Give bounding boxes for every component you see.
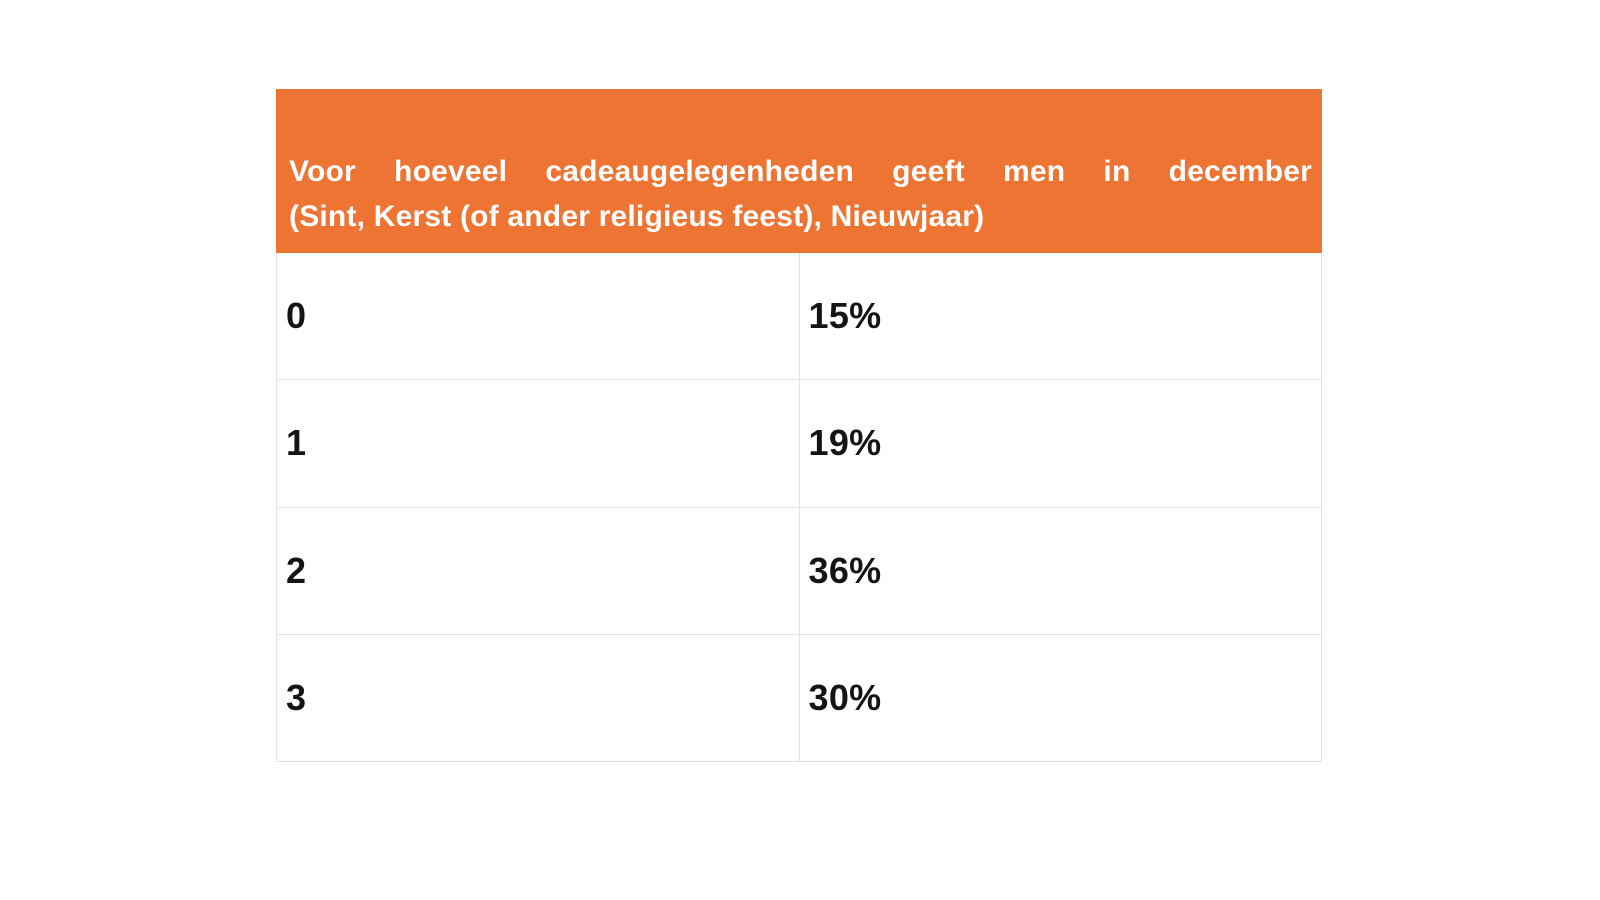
row-label-cell: 1 bbox=[277, 380, 800, 507]
row-value-cell: 36% bbox=[808, 549, 882, 591]
table-row: 2 36% bbox=[277, 507, 1321, 635]
table-title-line2: (Sint, Kerst (of ander religieus feest),… bbox=[289, 200, 985, 233]
row-value-cell: 30% bbox=[808, 676, 882, 718]
table-title-line1: Voor hoeveel cadeaugelegenheden geeft me… bbox=[289, 155, 1312, 188]
survey-table: Voor hoeveel cadeaugelegenheden geeft me… bbox=[276, 89, 1322, 762]
table-row: 3 30% bbox=[277, 634, 1321, 762]
row-value-cell: 15% bbox=[808, 295, 882, 337]
table-header: Voor hoeveel cadeaugelegenheden geeft me… bbox=[276, 89, 1322, 253]
table-row: 1 19% bbox=[277, 380, 1321, 508]
row-label-cell: 3 bbox=[277, 634, 800, 761]
row-value-cell: 19% bbox=[808, 422, 882, 464]
row-label-cell: 2 bbox=[277, 507, 800, 634]
row-label-cell: 0 bbox=[277, 253, 800, 380]
table-row: 0 15% bbox=[277, 253, 1321, 381]
table-body: 0 15% 1 19% 2 36% 3 30% bbox=[276, 253, 1322, 762]
